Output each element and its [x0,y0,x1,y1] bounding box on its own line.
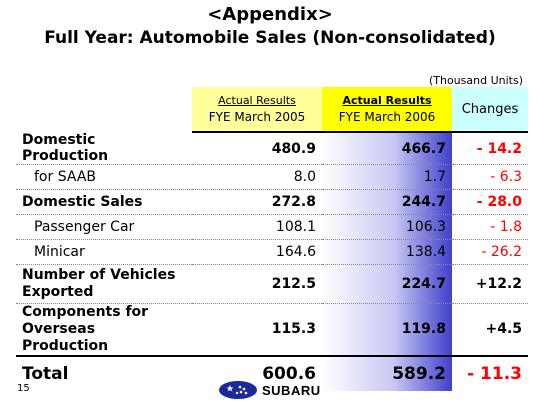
logo-text: SUBARU [262,382,321,398]
table-header-row: Actual Results FYE March 2005 Actual Res… [16,87,528,133]
row-label: Domestic Production [16,132,192,165]
value-fy2006: 119.8 [322,303,452,357]
pleiades-icon [219,381,257,399]
value-change: - 28.0 [452,189,528,215]
header-fy2006-line1: Actual Results [342,93,432,107]
header-blank-cell [16,87,192,132]
page-number: 15 [17,383,30,394]
header-fy2006-line2: FYE March 2006 [338,109,436,124]
row-label: Components for Overseas Production [16,303,192,357]
header-fy2005-line1: Actual Results [218,93,296,107]
value-fy2006: 589.2 [322,356,452,391]
value-fy2005: 600.6 [262,364,316,384]
row-label: Passenger Car [16,214,192,240]
table-row: Domestic Sales 272.8 244.7 - 28.0 [16,189,528,215]
row-label: Number of Vehicles Exported [16,264,192,304]
value-fy2005: 480.9 [192,132,322,165]
sales-table: Actual Results FYE March 2005 Actual Res… [16,87,528,391]
row-label: Total [22,364,69,384]
value-fy2005: 108.1 [192,214,322,240]
subaru-logo: SUBARU [218,380,321,400]
value-change: +12.2 [452,264,528,304]
value-change: - 11.3 [467,364,522,384]
header-fy2005-line2: FYE March 2005 [208,109,306,124]
value-change: - 1.8 [452,214,528,240]
value-change: - 14.2 [452,132,528,165]
value-fy2005: 164.6 [192,239,322,265]
value-fy2006: 224.7 [322,264,452,304]
value-change: - 6.3 [452,164,528,190]
value-fy2006: 466.7 [322,132,452,165]
header-fy2006: Actual Results FYE March 2006 [322,87,452,133]
value-fy2005: 272.8 [192,189,322,215]
slide-subtitle: Full Year: Automobile Sales (Non-consoli… [44,28,496,48]
value-fy2006: 138.4 [322,239,452,265]
value-fy2006: 1.7 [322,164,452,190]
value-change: +4.5 [452,303,528,357]
value-change: - 26.2 [452,239,528,265]
value-fy2006: 244.7 [322,189,452,215]
header-changes: Changes [452,87,528,133]
table-row: for SAAB 8.0 1.7 - 6.3 [16,164,528,190]
value-fy2005: 8.0 [192,164,322,190]
slide-title: <Appendix> [207,4,333,25]
value-fy2005: 115.3 [192,303,322,357]
table-row-total: Total 600.6 589.2 - 11.3 [16,356,528,391]
table-row: Minicar 164.6 138.4 - 26.2 [16,239,528,265]
header-fy2005: Actual Results FYE March 2005 [192,87,322,133]
row-label: for SAAB [16,164,192,190]
table-row: Domestic Production 480.9 466.7 - 14.2 [16,132,528,165]
table-row: Passenger Car 108.1 106.3 - 1.8 [16,214,528,240]
value-fy2006: 106.3 [322,214,452,240]
row-label: Domestic Sales [16,189,192,215]
value-fy2005: 212.5 [192,264,322,304]
row-label: Minicar [16,239,192,265]
table-row: Components for Overseas Production 115.3… [16,303,528,357]
table-row: Number of Vehicles Exported 212.5 224.7 … [16,264,528,304]
units-note: (Thousand Units) [428,74,523,87]
